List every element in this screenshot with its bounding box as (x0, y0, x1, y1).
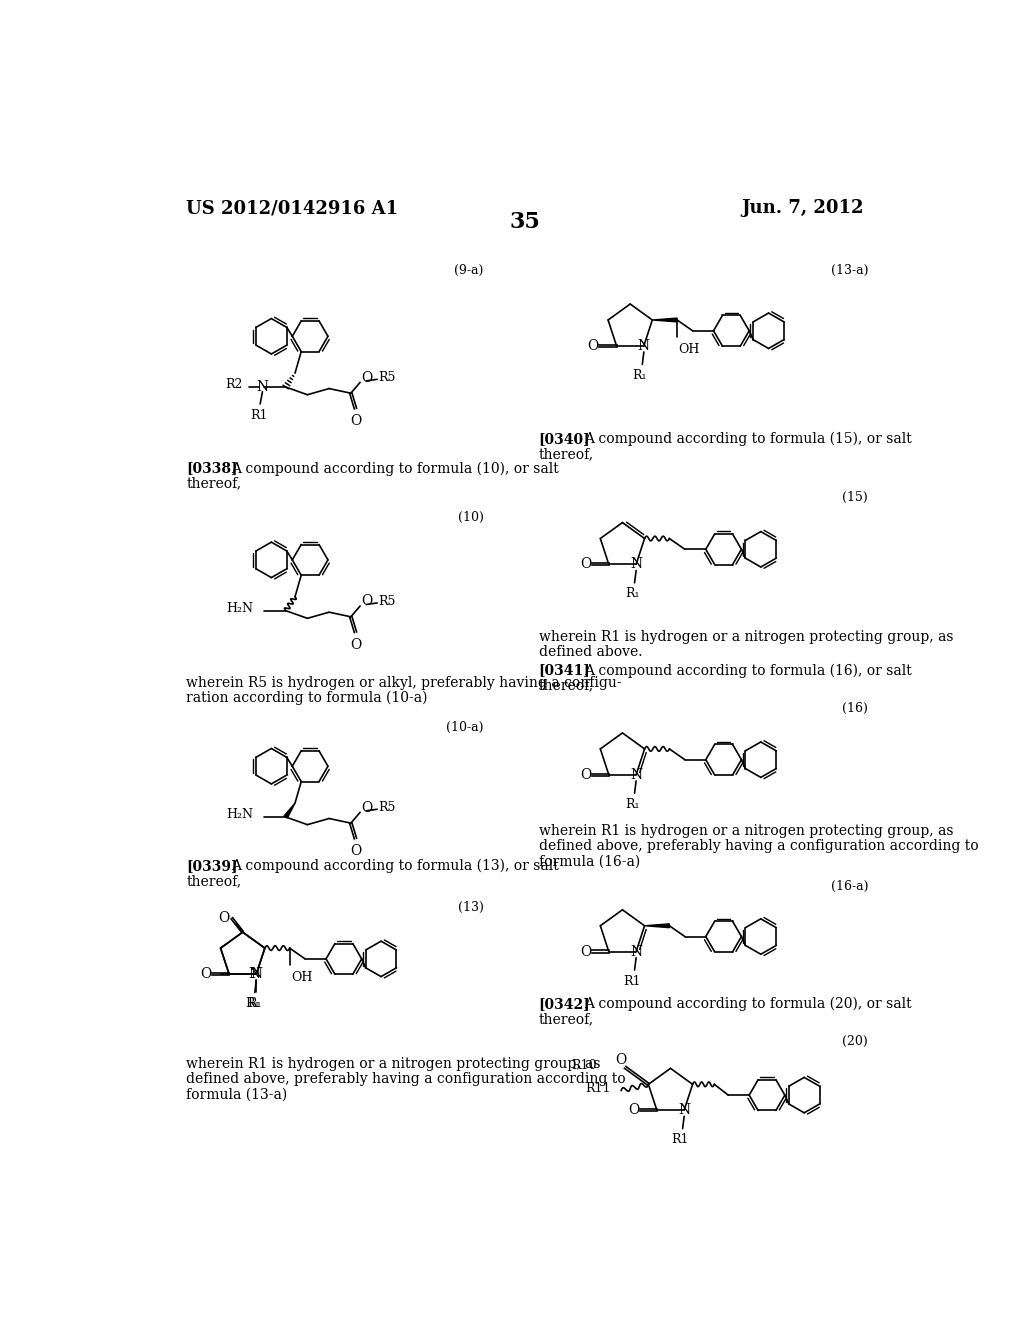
Text: N: N (256, 380, 268, 395)
Text: wherein R1 is hydrogen or a nitrogen protecting group, as: wherein R1 is hydrogen or a nitrogen pro… (186, 1057, 601, 1071)
Text: O: O (360, 594, 372, 609)
Text: R₁: R₁ (625, 797, 640, 810)
Text: thereof,: thereof, (539, 1012, 594, 1026)
Text: Jun. 7, 2012: Jun. 7, 2012 (741, 199, 864, 216)
Text: [0341]: [0341] (539, 664, 591, 677)
Text: [0339]: [0339] (186, 859, 238, 873)
Text: R1: R1 (624, 974, 641, 987)
Text: (20): (20) (843, 1035, 868, 1048)
Text: O: O (360, 371, 372, 385)
Text: A compound according to formula (15), or salt: A compound according to formula (15), or… (584, 432, 911, 446)
Polygon shape (652, 318, 677, 322)
Text: A compound according to formula (16), or salt: A compound according to formula (16), or… (584, 664, 911, 678)
Text: thereof,: thereof, (186, 477, 242, 491)
Text: O: O (350, 638, 361, 652)
Text: defined above.: defined above. (539, 645, 642, 659)
Text: R10: R10 (571, 1060, 597, 1072)
Text: A compound according to formula (13), or salt: A compound according to formula (13), or… (231, 859, 559, 873)
Text: R2: R2 (225, 379, 243, 391)
Text: H₂N: H₂N (226, 602, 253, 615)
Text: R5: R5 (379, 371, 396, 384)
Text: US 2012/0142916 A1: US 2012/0142916 A1 (186, 199, 398, 216)
Text: H₂N: H₂N (226, 808, 253, 821)
Text: O: O (360, 801, 372, 814)
Text: O: O (350, 414, 361, 428)
Text: R5: R5 (379, 801, 396, 814)
Text: R1: R1 (250, 409, 267, 421)
Text: R₁: R₁ (245, 997, 260, 1010)
Text: [0338]: [0338] (186, 461, 238, 475)
Text: wherein R5 is hydrogen or alkyl, preferably having a configu-: wherein R5 is hydrogen or alkyl, prefera… (186, 676, 622, 690)
Text: OH: OH (679, 343, 700, 356)
Text: [0340]: [0340] (539, 432, 591, 446)
Text: formula (13-a): formula (13-a) (186, 1088, 288, 1101)
Text: O: O (580, 768, 591, 781)
Text: O: O (628, 1104, 639, 1117)
Text: (16-a): (16-a) (830, 880, 868, 894)
Text: N: N (630, 945, 642, 958)
Text: N: N (638, 339, 650, 352)
Text: (10): (10) (458, 511, 483, 524)
Text: [0342]: [0342] (539, 997, 591, 1011)
Text: A compound according to formula (20), or salt: A compound according to formula (20), or… (584, 997, 911, 1011)
Text: N: N (250, 968, 262, 981)
Text: R₁: R₁ (248, 997, 262, 1010)
Text: O: O (588, 339, 599, 352)
Text: R5: R5 (379, 595, 396, 609)
Text: thereof,: thereof, (539, 447, 594, 461)
Polygon shape (284, 803, 295, 818)
Text: thereof,: thereof, (186, 874, 242, 888)
Text: O: O (580, 945, 591, 958)
Text: R₁: R₁ (625, 587, 640, 601)
Text: thereof,: thereof, (539, 678, 594, 693)
Text: N: N (630, 557, 642, 572)
Text: O: O (200, 968, 211, 981)
Text: defined above, preferably having a configuration according to: defined above, preferably having a confi… (186, 1072, 626, 1086)
Text: ration according to formula (10-a): ration according to formula (10-a) (186, 690, 428, 705)
Text: wherein R1 is hydrogen or a nitrogen protecting group, as: wherein R1 is hydrogen or a nitrogen pro… (539, 824, 953, 838)
Text: (15): (15) (843, 491, 868, 504)
Text: A compound according to formula (10), or salt: A compound according to formula (10), or… (231, 461, 559, 475)
Text: defined above, preferably having a configuration according to: defined above, preferably having a confi… (539, 840, 978, 854)
Text: O: O (615, 1052, 627, 1067)
Text: R11: R11 (586, 1082, 611, 1096)
Text: formula (16-a): formula (16-a) (539, 854, 640, 869)
Text: N: N (678, 1104, 690, 1117)
Text: (13-a): (13-a) (830, 264, 868, 277)
Text: (9-a): (9-a) (455, 264, 483, 277)
Text: R₁: R₁ (633, 368, 647, 381)
Text: R1: R1 (672, 1134, 689, 1146)
Text: (10-a): (10-a) (446, 721, 483, 734)
Text: OH: OH (291, 972, 312, 985)
Text: wherein R1 is hydrogen or a nitrogen protecting group, as: wherein R1 is hydrogen or a nitrogen pro… (539, 630, 953, 644)
Text: (16): (16) (843, 702, 868, 715)
Text: 35: 35 (509, 211, 541, 234)
Text: O: O (218, 911, 229, 925)
Text: O: O (350, 843, 361, 858)
Text: N: N (630, 768, 642, 781)
Text: (13): (13) (458, 902, 483, 915)
Text: N: N (249, 968, 261, 981)
Polygon shape (644, 924, 670, 928)
Text: O: O (580, 557, 591, 572)
